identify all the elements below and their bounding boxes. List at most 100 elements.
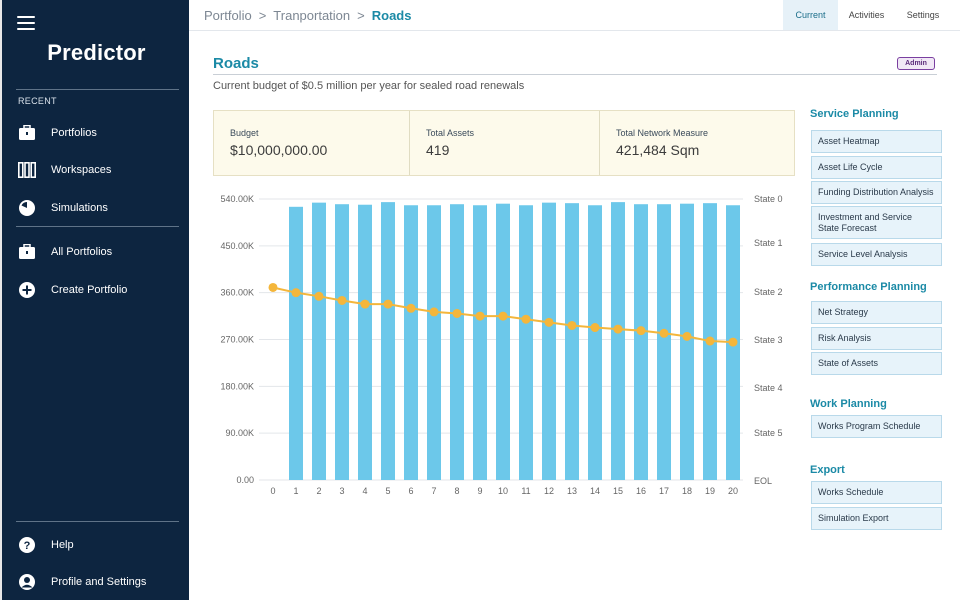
stat-value: $10,000,000.00 <box>230 142 328 158</box>
x-tick-label: 13 <box>567 486 577 496</box>
sidebar-item-all-portfolios[interactable]: All Portfolios <box>18 242 112 262</box>
condition-point <box>429 307 439 317</box>
panel-heading: Work Planning <box>810 398 887 410</box>
y-tick-label: 450.00K <box>220 241 254 251</box>
stat-value: 419 <box>426 142 450 158</box>
menu-icon[interactable] <box>17 16 35 30</box>
simulation-export-button[interactable]: Simulation Export <box>811 507 942 530</box>
condition-point <box>705 336 715 346</box>
condition-point <box>544 317 554 327</box>
condition-point <box>498 311 508 321</box>
breadcrumb-transportation[interactable]: Tranportation <box>273 8 351 23</box>
x-tick-label: 7 <box>431 486 436 496</box>
sidebar-item-simulations[interactable]: Simulations <box>18 198 108 218</box>
bar <box>542 202 556 481</box>
y-tick-label: 540.00K <box>220 194 254 204</box>
breadcrumb-portfolio[interactable]: Portfolio <box>204 8 252 23</box>
title-divider <box>213 74 937 75</box>
sidebar: Predictor RECENT Portfolios Workspaces S… <box>0 0 189 600</box>
x-tick-label: 14 <box>590 486 600 496</box>
tab-activities[interactable]: Activities <box>848 10 885 20</box>
briefcase-icon <box>18 124 36 142</box>
x-tick-label: 2 <box>316 486 321 496</box>
panel-heading: Performance Planning <box>810 281 927 293</box>
asset-life-cycle-button[interactable]: Asset Life Cycle <box>811 156 942 179</box>
pie-chart-icon <box>18 199 36 217</box>
sidebar-divider <box>16 521 179 522</box>
sidebar-item-workspaces[interactable]: Workspaces <box>18 160 111 180</box>
y-tick-label: 270.00K <box>220 335 254 345</box>
condition-point <box>613 324 623 334</box>
page-title: Roads <box>213 55 259 72</box>
x-tick-label: 19 <box>705 486 715 496</box>
funding-distribution-analysis-button[interactable]: Funding Distribution Analysis <box>811 181 942 204</box>
sidebar-item-portfolios[interactable]: Portfolios <box>18 123 97 143</box>
risk-analysis-button[interactable]: Risk Analysis <box>811 327 942 350</box>
help-icon: ? <box>18 536 36 554</box>
breadcrumb-current: Roads <box>371 8 412 23</box>
bar <box>657 204 671 480</box>
condition-point <box>406 303 416 313</box>
x-tick-label: 12 <box>544 486 554 496</box>
sidebar-item-help[interactable]: ? Help <box>18 535 74 555</box>
bar <box>312 202 326 481</box>
x-tick-label: 8 <box>454 486 459 496</box>
state-label: State 2 <box>754 287 783 297</box>
briefcase-icon <box>18 243 36 261</box>
sidebar-item-create-portfolio[interactable]: Create Portfolio <box>18 280 127 300</box>
investment-and-service-state-forecast-button[interactable]: Investment and Service State Forecast <box>811 206 942 239</box>
x-tick-label: 0 <box>270 486 275 496</box>
sidebar-item-label: Portfolios <box>51 127 97 139</box>
sidebar-item-label: Create Portfolio <box>51 284 128 296</box>
bar <box>404 205 418 480</box>
condition-point <box>659 328 669 338</box>
condition-point <box>314 291 324 301</box>
net-strategy-button[interactable]: Net Strategy <box>811 301 942 324</box>
view-tabs: Current Activities Settings <box>783 0 960 30</box>
tab-current[interactable]: Current <box>783 0 838 30</box>
service-level-analysis-button[interactable]: Service Level Analysis <box>811 243 942 266</box>
x-tick-label: 5 <box>385 486 390 496</box>
breadcrumb-separator: > <box>258 8 267 23</box>
y-tick-label: 360.00K <box>220 288 254 298</box>
state-label: EOL <box>754 476 772 486</box>
bar <box>289 206 303 481</box>
recent-section-label: RECENT <box>18 96 57 106</box>
condition-point <box>567 320 577 330</box>
panel-heading: Export <box>810 464 845 476</box>
bar <box>588 205 602 480</box>
condition-point <box>452 308 462 318</box>
sidebar-divider <box>16 89 179 90</box>
bar <box>634 204 648 480</box>
stat-value: 421,484 Sqm <box>616 142 700 158</box>
stat-label: Total Assets <box>426 128 475 138</box>
x-tick-label: 16 <box>636 486 646 496</box>
works-schedule-button[interactable]: Works Schedule <box>811 481 942 504</box>
bar <box>565 203 579 480</box>
sidebar-item-label: Workspaces <box>51 164 112 176</box>
svg-text:?: ? <box>24 540 31 552</box>
x-tick-label: 1 <box>293 486 298 496</box>
top-bar: Portfolio > Tranportation > Roads Curren… <box>189 0 960 31</box>
admin-badge: Admin <box>897 57 935 70</box>
x-tick-label: 9 <box>477 486 482 496</box>
asset-heatmap-button[interactable]: Asset Heatmap <box>811 130 942 153</box>
sidebar-item-label: Simulations <box>51 202 108 214</box>
works-program-schedule-button[interactable]: Works Program Schedule <box>811 415 942 438</box>
bar <box>427 205 441 480</box>
stat-budget: Budget $10,000,000.00 <box>214 111 410 175</box>
bar <box>519 205 533 480</box>
state-label: State 1 <box>754 238 783 248</box>
condition-point <box>590 323 600 333</box>
tab-settings[interactable]: Settings <box>906 10 940 20</box>
condition-point <box>337 295 347 305</box>
state-label: State 4 <box>754 383 783 393</box>
condition-point <box>521 314 531 324</box>
bar <box>335 204 349 480</box>
user-icon <box>18 573 36 591</box>
state-of-assets-button[interactable]: State of Assets <box>811 352 942 375</box>
bar <box>381 202 395 480</box>
sidebar-item-profile-settings[interactable]: Profile and Settings <box>18 572 146 592</box>
app-title: Predictor <box>47 40 146 65</box>
x-tick-label: 10 <box>498 486 508 496</box>
